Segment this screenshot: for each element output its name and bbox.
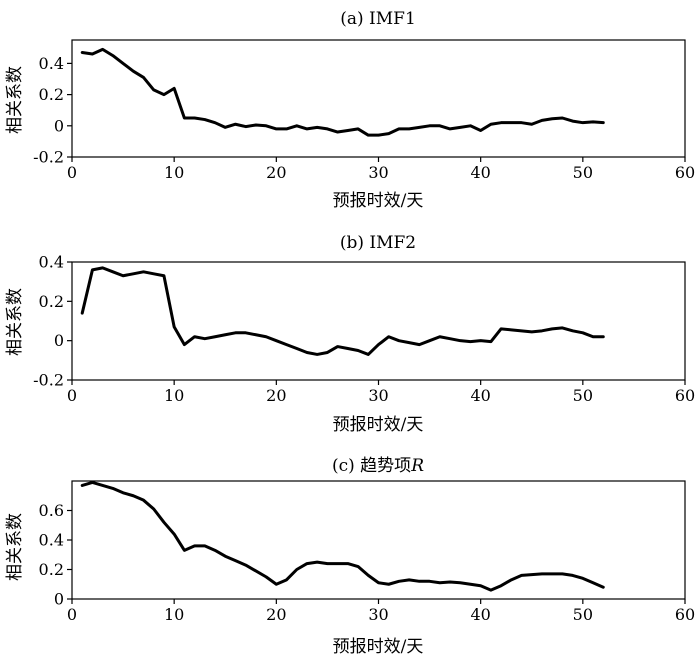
y-axis-label: 相关系数	[5, 513, 25, 581]
chart-title: (a) IMF1	[340, 9, 416, 29]
x-tick-label: 30	[368, 386, 388, 405]
chart-title-symbol: R	[410, 456, 424, 476]
x-tick-label: 10	[164, 386, 184, 405]
panel-trend-r: (c) 趋势项R 相关系数 预报时效/天 0 10 20 30 40 50 60 0 0.2 0.…	[5, 456, 695, 657]
chart-title-label: (c) 趋势项	[332, 456, 411, 476]
x-tick-label: 10	[164, 605, 184, 624]
x-tick-label: 30	[368, 605, 388, 624]
x-axis-label: 预报时效/天	[333, 415, 424, 435]
x-tick-label: 50	[573, 605, 593, 624]
x-axis-label: 预报时效/天	[333, 637, 424, 657]
y-tick-label: 0	[54, 590, 64, 609]
y-tick-label: 0.6	[39, 501, 64, 520]
y-tick-label: 0.4	[39, 531, 64, 550]
y-tick-label: 0.4	[39, 253, 64, 272]
y-axis-label: 相关系数	[5, 288, 25, 356]
chart-title: (c) 趋势项R	[332, 456, 424, 476]
x-tick-label: 40	[470, 605, 490, 624]
x-axis-label: 预报时效/天	[333, 191, 424, 211]
panel-imf1: (a) IMF1 相关系数 预报时效/天 0 10 20 30 40 50 60-0.200…	[5, 9, 695, 211]
x-tick-label: 20	[266, 386, 286, 405]
y-tick-label: 0	[54, 116, 64, 135]
plot-frame	[71, 39, 686, 158]
x-tick-label: 20	[266, 163, 286, 182]
x-tick-label: 60	[675, 386, 695, 405]
x-tick-label: 0	[67, 163, 77, 182]
x-tick-label: 40	[470, 386, 490, 405]
y-axis-label: 相关系数	[5, 66, 25, 134]
x-tick-label: 20	[266, 605, 286, 624]
y-tick-label: -0.2	[33, 148, 64, 167]
y-tick-label: 0.4	[39, 54, 64, 73]
x-tick-label: 50	[573, 163, 593, 182]
series-line-imf1	[80, 47, 605, 137]
x-tick-label: 10	[164, 163, 184, 182]
x-tick-label: 40	[470, 163, 490, 182]
y-tick-label: 0.2	[39, 292, 64, 311]
y-tick-label: 0.2	[39, 85, 64, 104]
x-tick-label: 0	[67, 605, 77, 624]
x-tick-label: 50	[573, 386, 593, 405]
x-tick-label: 60	[675, 605, 695, 624]
x-tick-label: 30	[368, 163, 388, 182]
y-tick-label: -0.2	[33, 371, 64, 390]
y-tick-label: 0	[54, 331, 64, 350]
x-tick-label: 60	[675, 163, 695, 182]
x-tick-label: 0	[67, 386, 77, 405]
chart-title: (b) IMF2	[340, 233, 416, 253]
series-line-trend-r	[80, 480, 605, 592]
panel-imf2: (b) IMF2 相关系数 预报时效/天 0 10 20 30 40 50 60-0.200…	[5, 233, 695, 435]
y-tick-label: 0.2	[39, 560, 64, 579]
series-line-imf2	[80, 266, 605, 356]
